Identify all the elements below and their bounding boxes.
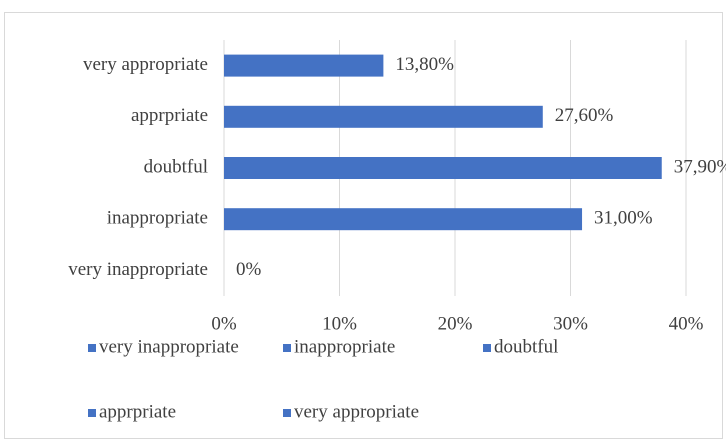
legend-swatch xyxy=(483,344,491,352)
legend-swatch xyxy=(88,344,96,352)
legend-label: very inappropriate xyxy=(99,336,239,357)
x-tick-label: 10% xyxy=(322,313,357,334)
x-tick-label: 0% xyxy=(211,313,237,334)
data-label: 0% xyxy=(236,259,262,280)
x-tick-label: 20% xyxy=(438,313,473,334)
y-tick-label: inappropriate xyxy=(107,208,208,229)
y-tick-label: very appropriate xyxy=(83,54,208,75)
bar xyxy=(224,54,384,77)
legend-label: inappropriate xyxy=(294,336,395,357)
y-tick-label: apprpriate xyxy=(131,105,208,126)
bar xyxy=(224,105,543,128)
y-tick-label: doubtful xyxy=(144,156,208,177)
legend-label: very appropriate xyxy=(294,401,419,422)
bar xyxy=(224,157,662,179)
data-label: 37,90% xyxy=(674,156,726,177)
legend-swatch xyxy=(88,409,96,417)
y-tick-label: very inappropriate xyxy=(68,259,208,280)
data-label: 13,80% xyxy=(395,54,454,75)
legend-swatch xyxy=(283,344,291,352)
legend-label: apprpriate xyxy=(99,401,176,422)
x-tick-label: 30% xyxy=(553,313,588,334)
legend-label: doubtful xyxy=(494,336,558,357)
bar xyxy=(224,208,583,231)
x-tick-label: 40% xyxy=(669,313,704,334)
legend-swatch xyxy=(283,409,291,417)
data-label: 31,00% xyxy=(594,208,653,229)
data-label: 27,60% xyxy=(555,105,614,126)
